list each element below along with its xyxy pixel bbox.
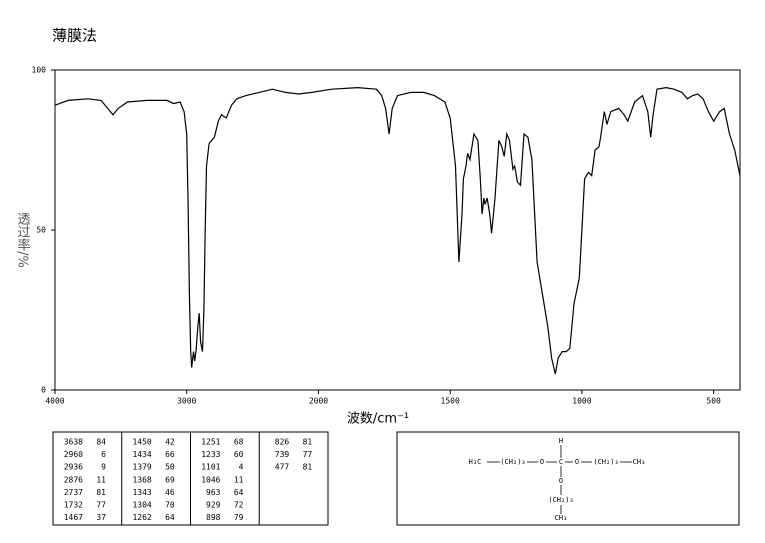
- peak-transmittance: 11: [234, 475, 244, 484]
- x-tick-label: 1500: [441, 397, 460, 406]
- x-tick-label: 3000: [177, 397, 196, 406]
- peak-transmittance: 64: [234, 488, 244, 497]
- peak-wavenumber: 1368: [132, 475, 151, 484]
- peak-transmittance: 64: [165, 513, 175, 522]
- structure-label: CH₃: [633, 458, 646, 466]
- peak-wavenumber: 1233: [201, 450, 220, 459]
- structure-frame: [396, 431, 740, 526]
- peak-transmittance: 6: [101, 450, 106, 459]
- peak-wavenumber: 1343: [132, 488, 151, 497]
- y-tick-label: 50: [36, 226, 46, 235]
- peak-transmittance: 42: [165, 438, 175, 447]
- structure-label: (CH₂)₃: [593, 458, 618, 466]
- peak-wavenumber: 477: [275, 463, 290, 472]
- peak-transmittance: 9: [101, 463, 106, 472]
- structure-label: (CH₂)₃: [500, 458, 525, 466]
- peak-transmittance: 72: [234, 501, 244, 510]
- structure-label: CH₃: [555, 514, 568, 522]
- peak-wavenumber: 1379: [132, 463, 151, 472]
- peak-transmittance: 69: [165, 475, 175, 484]
- peak-wavenumber: 739: [275, 450, 290, 459]
- x-tick-label: 4000: [45, 397, 64, 406]
- peak-transmittance: 46: [165, 488, 175, 497]
- peak-transmittance: 60: [234, 450, 244, 459]
- peak-transmittance: 11: [96, 475, 106, 484]
- plot-frame: [54, 69, 741, 391]
- peak-wavenumber: 826: [275, 438, 290, 447]
- x-tick-label: 1000: [572, 397, 591, 406]
- structure-label: H₃C: [469, 458, 482, 466]
- peak-wavenumber: 1450: [132, 438, 151, 447]
- peak-wavenumber: 2737: [64, 488, 83, 497]
- peak-wavenumber: 1251: [201, 438, 220, 447]
- peak-wavenumber: 1434: [132, 450, 151, 459]
- y-tick-label: 100: [32, 66, 47, 75]
- peak-transmittance: 77: [96, 501, 106, 510]
- peak-transmittance: 77: [303, 450, 313, 459]
- y-axis-label: 透过率/%: [15, 212, 31, 268]
- peak-wavenumber: 929: [206, 501, 221, 510]
- peak-transmittance: 4: [239, 463, 244, 472]
- x-axis-label: 波数/cm⁻¹: [347, 412, 409, 427]
- peak-wavenumber: 1101: [201, 463, 220, 472]
- peak-transmittance: 68: [234, 438, 244, 447]
- structure-label: O: [559, 477, 563, 485]
- peak-wavenumber: 1262: [132, 513, 151, 522]
- y-tick-label: 0: [41, 386, 46, 395]
- peak-wavenumber: 1467: [64, 513, 83, 522]
- bonds: [487, 445, 632, 514]
- structure-label: O: [540, 458, 544, 466]
- peak-wavenumber: 2936: [64, 463, 83, 472]
- peak-wavenumber: 1046: [201, 475, 220, 484]
- peak-wavenumber: 2876: [64, 475, 83, 484]
- structure-label: C: [559, 458, 563, 466]
- peak-transmittance: 81: [96, 488, 106, 497]
- x-tick-label: 2000: [309, 397, 328, 406]
- peak-wavenumber: 2960: [64, 450, 83, 459]
- peak-wavenumber: 898: [206, 513, 221, 522]
- peak-transmittance: 66: [165, 450, 175, 459]
- structure-label: H: [559, 437, 563, 445]
- chart-title: 薄膜法: [52, 27, 97, 45]
- peak-transmittance: 50: [165, 463, 175, 472]
- peak-transmittance: 37: [96, 513, 106, 522]
- peak-transmittance: 81: [303, 463, 313, 472]
- structure-label: O: [575, 458, 579, 466]
- peak-transmittance: 81: [303, 438, 313, 447]
- x-tick-label: 500: [706, 397, 721, 406]
- peak-transmittance: 79: [234, 513, 244, 522]
- structure-label: (CH₂)₃: [548, 496, 573, 504]
- peak-wavenumber: 3638: [64, 438, 83, 447]
- peak-wavenumber: 963: [206, 488, 221, 497]
- spectrum-line: [54, 86, 741, 375]
- peak-wavenumber: 1304: [132, 501, 151, 510]
- peak-transmittance: 84: [96, 438, 106, 447]
- peak-wavenumber: 1732: [64, 501, 83, 510]
- peak-transmittance: 70: [165, 501, 175, 510]
